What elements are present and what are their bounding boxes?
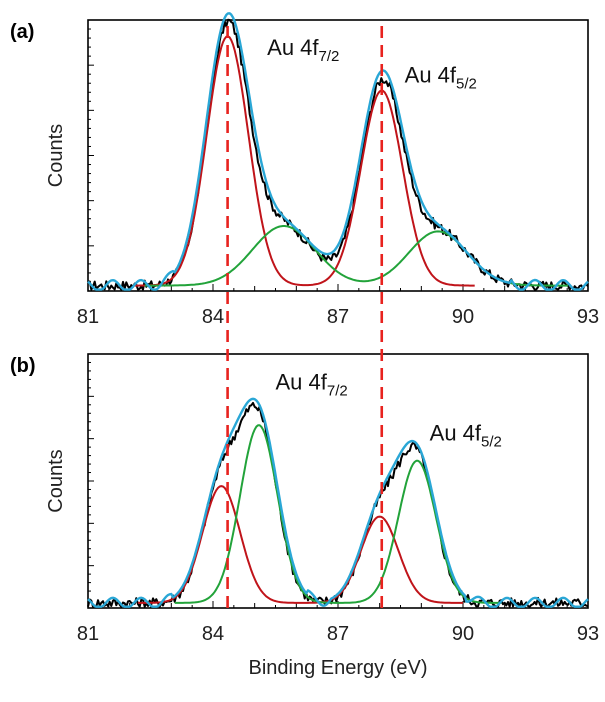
measured-spectrum [87, 18, 589, 291]
peak-label: Au 4f5/2 [405, 62, 477, 92]
component-b-fit [174, 424, 502, 604]
y-axis-label: Counts [45, 449, 67, 512]
x-tick-label: 93 [577, 306, 599, 328]
component-a-fit [138, 485, 463, 604]
panel-a: 81 84 87 90 93 Counts (a) Au 4f7/2 Au 4f5/2 [10, 12, 599, 328]
x-tick-label: 87 [327, 623, 349, 645]
panel-label: (b) [10, 355, 36, 377]
envelope-fit [87, 12, 589, 291]
peak-label: Au 4f7/2 [267, 35, 339, 65]
x-tick-label: 84 [202, 623, 224, 645]
component-b-fit [144, 225, 568, 287]
x-tick-label: 90 [452, 306, 474, 328]
x-tick-label: 87 [327, 306, 349, 328]
x-tick-label: 90 [452, 623, 474, 645]
x-axis-label: Binding Energy (eV) [249, 657, 428, 679]
x-tick-label: 81 [77, 306, 99, 328]
panel-b: 81 84 87 90 93 Counts Binding Energy (eV) (b) Au… [10, 353, 599, 679]
y-axis-label: Counts [45, 124, 67, 187]
peak-label: Au 4f7/2 [276, 370, 348, 400]
x-tick-label: 93 [577, 623, 599, 645]
panel-label: (a) [10, 21, 34, 43]
measured-spectrum [87, 401, 589, 608]
x-tick-label: 84 [202, 306, 224, 328]
x-tick-label: 81 [77, 623, 99, 645]
peak-label: Au 4f5/2 [430, 420, 502, 450]
envelope-fit [87, 397, 589, 608]
